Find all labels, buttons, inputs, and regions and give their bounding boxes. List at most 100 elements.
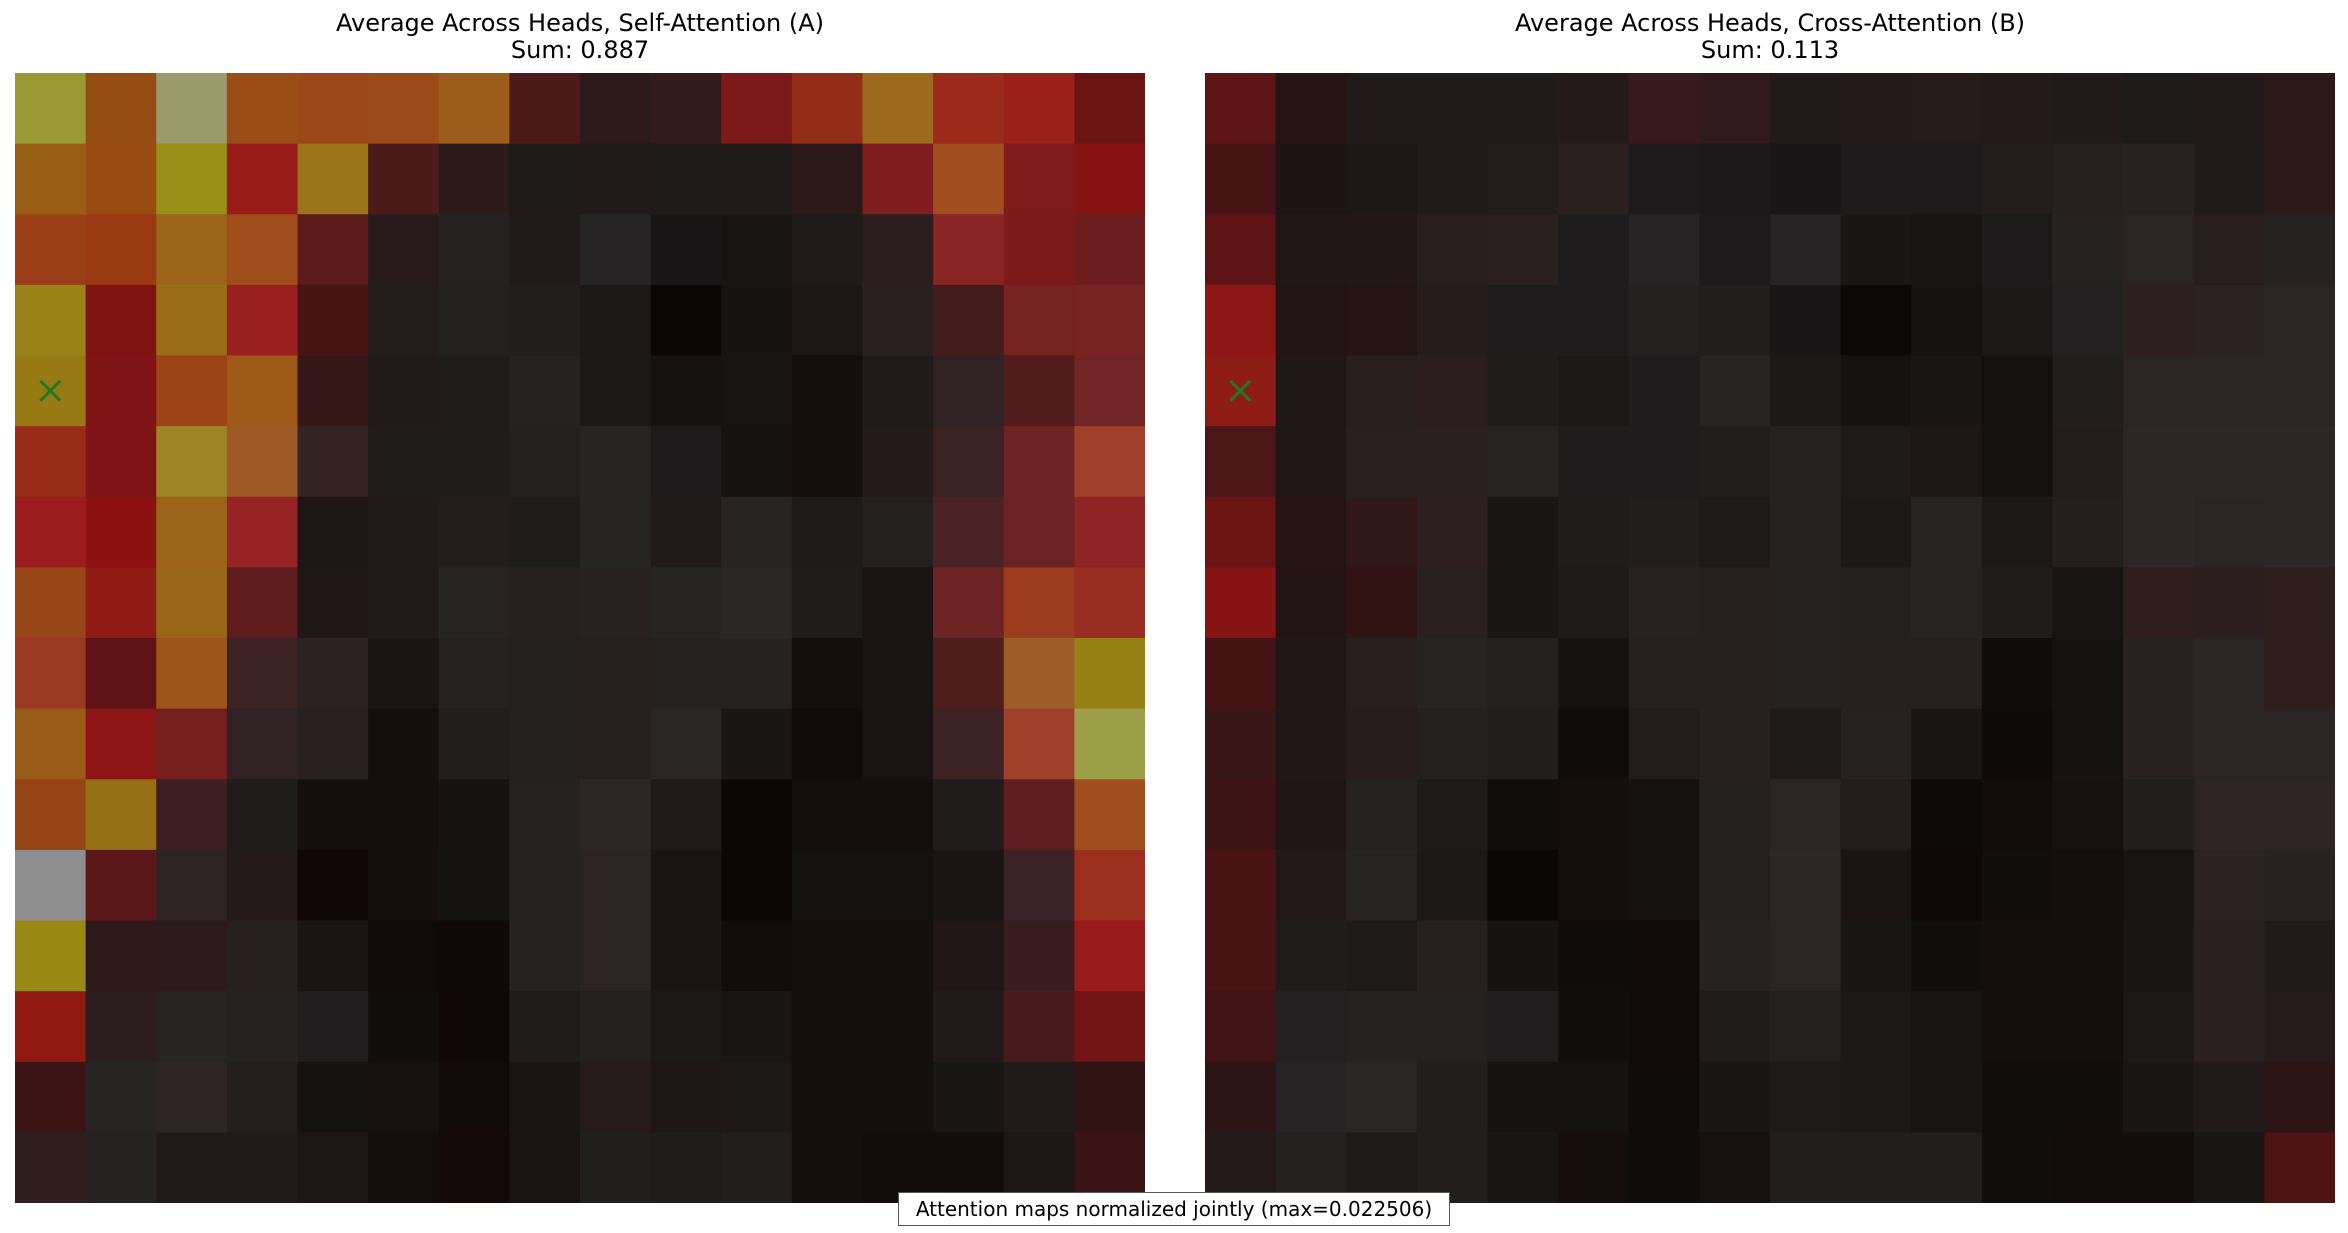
heatmap-cell [1416, 143, 1489, 215]
heatmap-cell [1558, 143, 1630, 215]
heatmap-cell [1275, 638, 1347, 710]
heatmap-cell [1003, 214, 1075, 286]
heatmap-cell [2123, 779, 2195, 851]
heatmap-cell [862, 849, 934, 922]
heatmap-cell [1911, 567, 1983, 639]
heatmap-cell [85, 638, 157, 710]
heatmap-cell [933, 214, 1005, 286]
heatmap-cell [721, 779, 793, 851]
heatmap-cell [15, 708, 87, 780]
heatmap-cell [368, 638, 440, 710]
heatmap-cell [438, 214, 510, 286]
heatmap-cell [2193, 920, 2265, 992]
heatmap-cell [1558, 355, 1630, 427]
heatmap-cell [226, 1061, 299, 1133]
heatmap-cell [1628, 1132, 1700, 1203]
heatmap-cell [1275, 708, 1347, 780]
heatmap-cell [721, 143, 793, 215]
heatmap-cell [297, 567, 369, 639]
heatmap-cell [438, 920, 510, 992]
heatmap-cell [1487, 355, 1559, 427]
heatmap-cell [721, 638, 793, 710]
heatmap-cell [1699, 1132, 1771, 1203]
heatmap-cell [226, 143, 299, 215]
heatmap-cell [1074, 143, 1145, 215]
heatmap-cell [2264, 920, 2335, 992]
heatmap-cell [1205, 920, 1277, 992]
heatmap-cell [1770, 779, 1842, 851]
heatmap-cell [2123, 426, 2195, 498]
heatmap-cell [1205, 73, 1277, 145]
heatmap-cell [1074, 355, 1145, 427]
heatmap-cell [297, 638, 369, 710]
heatmap-cell [791, 567, 864, 639]
heatmap-cell [1205, 991, 1277, 1063]
heatmap-cell [1416, 991, 1489, 1063]
heatmap-cell [1840, 1061, 1912, 1133]
heatmap-cell [297, 73, 369, 145]
query-marker-x [39, 379, 62, 402]
heatmap-cell [368, 143, 440, 215]
heatmap-cell [650, 920, 722, 992]
heatmap-cell [2123, 496, 2195, 568]
heatmap-cell [1346, 779, 1418, 851]
heatmap-cell [368, 991, 440, 1063]
heatmap-cell [1911, 143, 1983, 215]
heatmap-cell [1487, 143, 1559, 215]
heatmap-cell [1699, 991, 1771, 1063]
heatmap-cell [15, 567, 87, 639]
heatmap-cell [1911, 849, 1983, 922]
heatmap-cell [650, 779, 722, 851]
heatmap-cell [1205, 143, 1277, 215]
heatmap-cell [1074, 991, 1145, 1063]
heatmap-cell [1346, 991, 1418, 1063]
heatmap-cell [297, 849, 369, 922]
heatmap-cell [1558, 567, 1630, 639]
heatmap-cell [933, 73, 1005, 145]
heatmap-cell [1840, 708, 1912, 780]
heatmap-cell [2052, 143, 2124, 215]
heatmap-cell [1003, 355, 1075, 427]
heatmap-cell [721, 991, 793, 1063]
heatmap-cell [1346, 284, 1418, 357]
heatmap-cell [1487, 214, 1559, 286]
heatmap-cell [438, 708, 510, 780]
heatmap-cell [1628, 638, 1700, 710]
heatmap-cell [1770, 638, 1842, 710]
heatmap-cell [297, 1061, 369, 1133]
heatmap-cell [438, 426, 510, 498]
heatmap-cell [297, 284, 369, 357]
heatmap-cell [1699, 920, 1771, 992]
heatmap-cell [1981, 73, 2054, 145]
heatmap-cell [156, 779, 228, 851]
heatmap-cell [721, 355, 793, 427]
heatmap-cell [1275, 355, 1347, 427]
heatmap-cell [1699, 638, 1771, 710]
heatmap-cell [1416, 496, 1489, 568]
heatmap-cell [791, 991, 864, 1063]
normalization-caption: Attention maps normalized jointly (max=0… [898, 1192, 1450, 1226]
heatmap-cell [1275, 143, 1347, 215]
heatmap-cell [2052, 284, 2124, 357]
heatmap-cell [1840, 426, 1912, 498]
heatmap-cell [1205, 214, 1277, 286]
heatmap-cell [1275, 426, 1347, 498]
heatmap-cell [1558, 1061, 1630, 1133]
heatmap-cell [1416, 1061, 1489, 1133]
heatmap-cell [1346, 73, 1418, 145]
heatmap-cell [226, 638, 299, 710]
heatmap-cell [2264, 567, 2335, 639]
heatmap-cell [1699, 284, 1771, 357]
chart-title: Average Across Heads, Self-Attention (A) [335, 9, 825, 37]
heatmap-cell [1074, 638, 1145, 710]
heatmap-cell [1074, 1061, 1145, 1133]
heatmap-cell [2193, 143, 2265, 215]
heatmap-cell [862, 73, 934, 145]
heatmap-cell [509, 1132, 581, 1203]
heatmap-cell [509, 214, 581, 286]
heatmap-cell [368, 355, 440, 427]
heatmap-cell [1074, 779, 1145, 851]
heatmap-cell [1074, 426, 1145, 498]
heatmap-cell [1074, 1132, 1145, 1203]
heatmap-cell [368, 779, 440, 851]
